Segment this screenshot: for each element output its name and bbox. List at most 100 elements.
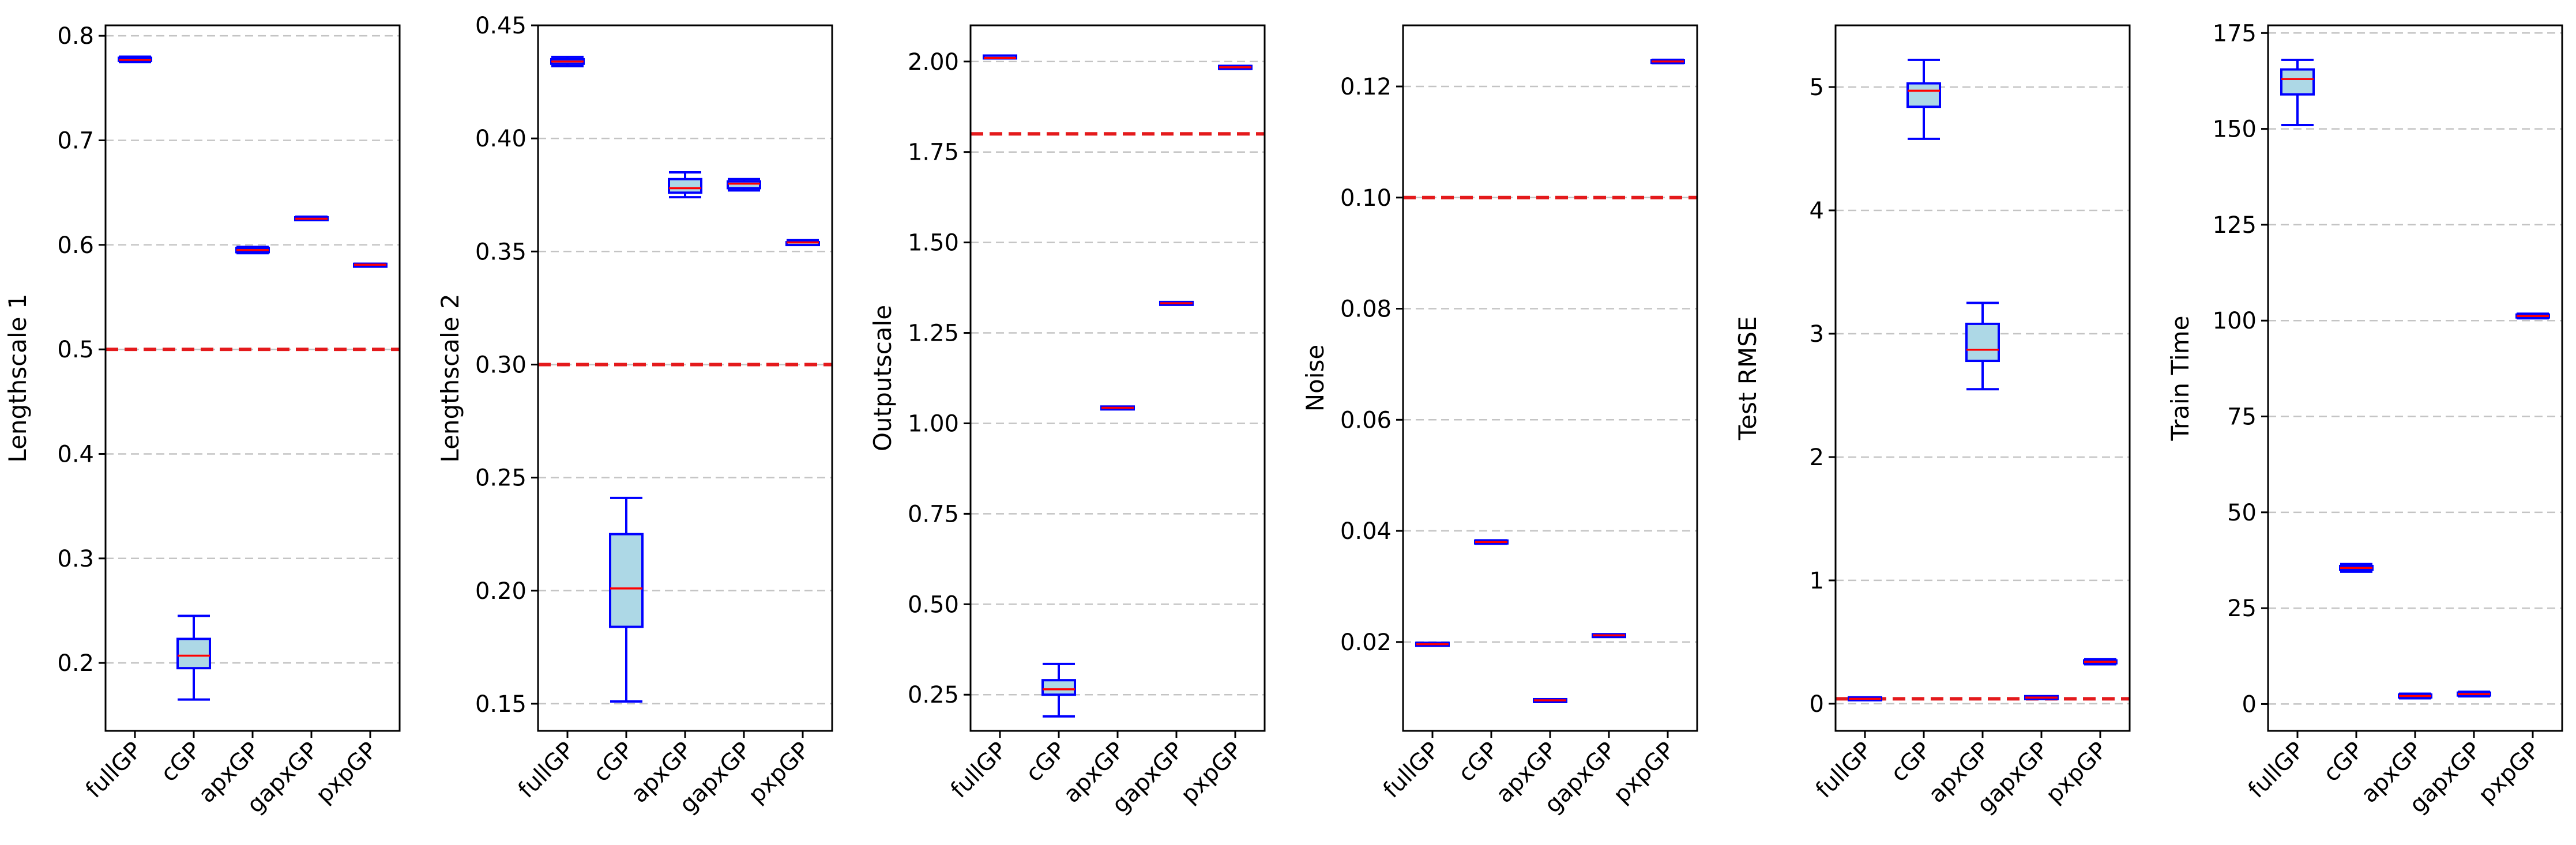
- y-axis-label: Noise: [1301, 345, 1329, 412]
- iqr-box: [1965, 322, 2000, 363]
- box-pxpGP: [353, 262, 388, 268]
- x-tick-label: pxpGP: [1608, 737, 1680, 809]
- box-fullGP: [1848, 696, 1882, 701]
- y-tick-label: 0.20: [475, 578, 527, 605]
- box-apxGP: [1965, 301, 2000, 391]
- iqr-box: [176, 637, 211, 670]
- box-apxGP: [235, 246, 270, 255]
- y-tick-label: 0.12: [1340, 74, 1392, 100]
- x-tick-label: cGP: [1453, 737, 1503, 787]
- x-tick-label: pxpGP: [743, 737, 815, 809]
- y-tick-label: 2.00: [908, 49, 959, 76]
- x-tick-label: pxpGP: [1176, 737, 1247, 809]
- y-tick-label: 0.25: [475, 465, 527, 492]
- box-gapxGP: [1592, 633, 1626, 639]
- y-axis-label: Lengthscale 2: [436, 293, 464, 462]
- y-tick-label: 100: [2213, 308, 2257, 334]
- box-pxpGP: [1218, 65, 1253, 70]
- box-cGP: [1906, 58, 1941, 140]
- box-pxpGP: [2083, 658, 2118, 666]
- y-tick-label: 0.2: [57, 650, 94, 677]
- y-tick-label: 0.02: [1340, 629, 1392, 656]
- box-cGP: [2339, 563, 2374, 573]
- box-pxpGP: [2515, 312, 2550, 320]
- y-tick-label: 0.30: [475, 352, 527, 378]
- x-tick-label: fullGP: [946, 737, 1012, 803]
- x-tick-label: pxpGP: [311, 737, 382, 809]
- iqr-box: [727, 180, 761, 190]
- x-tick-label: pxpGP: [2473, 737, 2545, 809]
- box-gapxGP: [294, 215, 329, 221]
- x-tick-label: fullGP: [81, 737, 147, 803]
- y-tick-label: 0: [2242, 691, 2257, 718]
- box-gapxGP: [2024, 695, 2059, 700]
- subplot-3: 0.25 0.50 0.75 1.00 1.25 1.50 1.75 2.00 fullGP cG…: [868, 24, 1266, 818]
- box-cGP: [609, 496, 644, 703]
- y-tick-label: 1.00: [908, 410, 959, 437]
- y-tick-label: 0.35: [475, 239, 527, 265]
- axes-frame: [104, 24, 401, 732]
- x-tick-label: cGP: [2318, 737, 2368, 787]
- iqr-box: [1906, 82, 1941, 108]
- y-tick-label: 0.50: [908, 591, 959, 618]
- y-tick-label: 0.06: [1340, 407, 1392, 433]
- y-tick-label: 175: [2213, 20, 2257, 47]
- x-tick-label: cGP: [156, 737, 206, 787]
- x-tick-label: fullGP: [1378, 737, 1445, 803]
- y-tick-label: 5: [1810, 74, 1824, 101]
- box-gapxGP: [727, 178, 761, 192]
- y-tick-label: 125: [2213, 212, 2257, 239]
- y-tick-label: 50: [2227, 500, 2257, 526]
- y-tick-label: 0.04: [1340, 518, 1392, 545]
- iqr-box: [668, 178, 702, 194]
- box-cGP: [1474, 539, 1509, 545]
- y-tick-label: 0.40: [475, 126, 527, 152]
- y-tick-label: 1.50: [908, 230, 959, 256]
- box-pxpGP: [785, 239, 820, 247]
- axes-frame: [969, 24, 1266, 732]
- y-tick-label: 0.10: [1340, 185, 1392, 212]
- y-tick-label: 0.5: [57, 337, 94, 363]
- iqr-box: [2280, 68, 2315, 96]
- x-tick-label: cGP: [1021, 737, 1071, 787]
- x-tick-label: cGP: [1886, 737, 1936, 787]
- y-tick-label: 3: [1810, 321, 1824, 348]
- y-tick-label: 1: [1810, 568, 1824, 594]
- y-tick-label: 25: [2227, 595, 2257, 622]
- box-gapxGP: [2457, 691, 2491, 698]
- y-tick-label: 1.75: [908, 139, 959, 166]
- y-tick-label: 2: [1810, 444, 1824, 471]
- y-tick-label: 0.45: [475, 13, 527, 39]
- y-tick-label: 0: [1810, 691, 1824, 718]
- y-axis-label: Test RMSE: [1733, 316, 1762, 441]
- axes-frame: [537, 24, 833, 732]
- box-gapxGP: [1159, 300, 1194, 306]
- y-tick-label: 1.25: [908, 320, 959, 347]
- y-axis-label: Train Time: [2166, 316, 2194, 442]
- x-tick-label: fullGP: [513, 737, 580, 803]
- axes-frame: [2267, 24, 2563, 732]
- y-tick-label: 75: [2227, 404, 2257, 431]
- y-tick-label: 0.25: [908, 682, 959, 708]
- box-fullGP: [2280, 58, 2315, 126]
- box-fullGP: [983, 54, 1017, 60]
- axes-frame: [1402, 24, 1698, 732]
- y-tick-label: 0.15: [475, 691, 527, 718]
- y-tick-label: 0.8: [57, 23, 94, 50]
- x-tick-label: cGP: [588, 737, 638, 787]
- iqr-box: [609, 533, 644, 628]
- box-apxGP: [1533, 697, 1567, 703]
- box-apxGP: [1100, 405, 1135, 411]
- box-cGP: [1041, 662, 1076, 718]
- box-fullGP: [1415, 642, 1450, 647]
- box-cGP: [176, 614, 211, 701]
- y-tick-label: 0.4: [57, 441, 94, 467]
- box-fullGP: [118, 55, 152, 63]
- box-pxpGP: [1650, 58, 1685, 65]
- y-axis-label: Outputscale: [868, 305, 897, 451]
